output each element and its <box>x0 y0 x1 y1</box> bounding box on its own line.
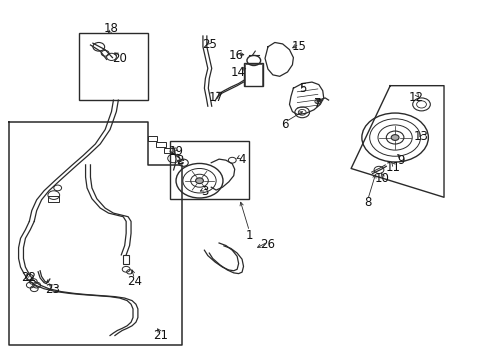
Text: 7: 7 <box>313 97 321 110</box>
Text: 11: 11 <box>386 161 400 174</box>
Text: 21: 21 <box>153 329 167 342</box>
Bar <box>147 136 157 141</box>
Text: 14: 14 <box>231 66 245 78</box>
Bar <box>163 148 173 153</box>
Text: 18: 18 <box>104 22 119 35</box>
Bar <box>48 196 59 202</box>
Text: 13: 13 <box>413 130 428 143</box>
Text: 26: 26 <box>260 238 275 251</box>
Bar <box>245 64 262 86</box>
Text: 4: 4 <box>238 153 245 166</box>
Text: 15: 15 <box>291 40 306 53</box>
Text: 25: 25 <box>202 39 216 51</box>
Circle shape <box>390 135 398 140</box>
Text: 9: 9 <box>396 154 404 167</box>
Circle shape <box>195 178 203 184</box>
Text: 10: 10 <box>374 172 389 185</box>
Text: 20: 20 <box>112 52 127 65</box>
Text: 8: 8 <box>363 196 371 209</box>
Text: 5: 5 <box>299 82 306 95</box>
Text: 23: 23 <box>45 283 60 296</box>
Text: 22: 22 <box>21 271 36 284</box>
Text: 2: 2 <box>176 154 183 167</box>
Bar <box>79 33 147 100</box>
Text: 24: 24 <box>127 275 142 288</box>
Bar <box>156 142 166 147</box>
Text: 1: 1 <box>245 229 253 242</box>
Bar <box>170 141 249 199</box>
Text: 6: 6 <box>280 118 288 131</box>
Text: 19: 19 <box>168 145 183 158</box>
Text: 3: 3 <box>200 185 208 198</box>
Bar <box>123 255 129 264</box>
Text: 16: 16 <box>228 49 243 62</box>
Text: 12: 12 <box>408 91 423 104</box>
Bar <box>244 63 263 86</box>
Text: 17: 17 <box>208 91 223 104</box>
